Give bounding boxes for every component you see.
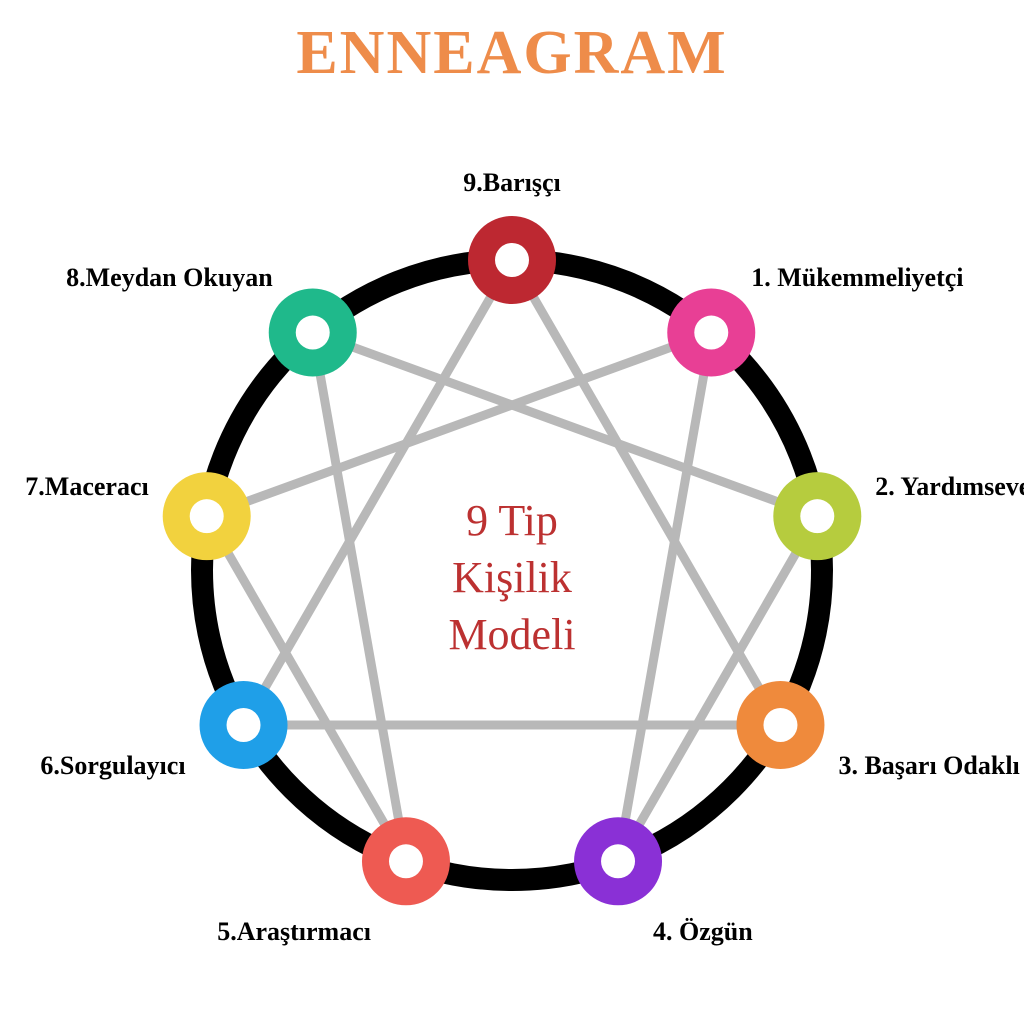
- node-label-3: 3. Başarı Odaklı: [838, 751, 1019, 781]
- node-label-2: 2. Yardımsever: [875, 472, 1024, 502]
- node-label-4: 4. Özgün: [653, 917, 753, 947]
- node-label-6: 6.Sorgulayıcı: [40, 751, 185, 781]
- center-label: 9 Tip Kişilik Modeli: [382, 492, 642, 664]
- node-label-7: 7.Maceracı: [25, 472, 148, 502]
- node-label-1: 1. Mükemmeliyetçi: [751, 263, 963, 293]
- node-label-5: 5.Araştırmacı: [217, 917, 371, 947]
- node-label-9: 9.Barışçı: [362, 168, 662, 198]
- node-label-8: 8.Meydan Okuyan: [66, 263, 273, 293]
